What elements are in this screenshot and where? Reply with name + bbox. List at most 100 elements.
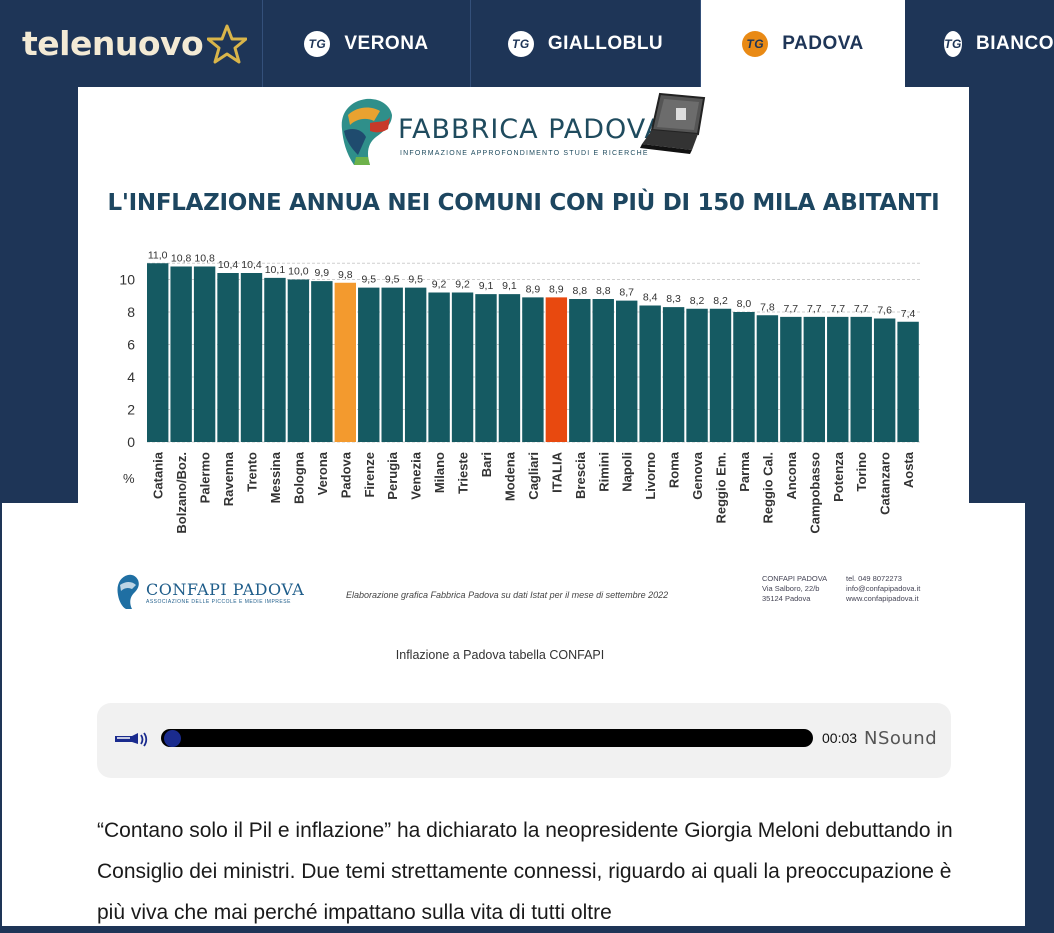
confapi-logo: CONFAPI PADOVA ASSOCIAZIONE DELLE PICCOL… bbox=[114, 572, 304, 612]
contact-name: CONFAPI PADOVA bbox=[762, 574, 828, 583]
audio-progress-track[interactable] bbox=[161, 729, 813, 747]
bar-value-label: 9,2 bbox=[455, 279, 470, 291]
audio-player: 00:03 NSound bbox=[97, 703, 951, 778]
bar-verona bbox=[311, 281, 333, 442]
bar-value-label: 8,4 bbox=[643, 292, 658, 304]
bar-value-label: 9,1 bbox=[502, 280, 517, 292]
bar-value-label: 8,9 bbox=[526, 283, 541, 295]
bar-value-label: 9,9 bbox=[315, 267, 330, 279]
x-category-label: Potenza bbox=[831, 451, 846, 502]
x-category-label: Bari bbox=[479, 452, 494, 477]
top-navigation: telenuovo TG VERONA TG GIALLOBLU TG PADO… bbox=[0, 0, 1054, 87]
x-category-label: Bologna bbox=[291, 451, 306, 504]
logo-text: telenuovo bbox=[22, 24, 204, 63]
x-category-label: Verona bbox=[315, 451, 330, 495]
nsound-brand[interactable]: NSound bbox=[864, 728, 938, 749]
x-category-label: Rimini bbox=[596, 452, 611, 492]
x-category-label: Torino bbox=[854, 452, 869, 492]
bar-catania bbox=[147, 263, 169, 442]
tab-label: PADOVA bbox=[782, 32, 864, 54]
tg-icon: TG bbox=[742, 30, 769, 57]
bar-rimini bbox=[592, 299, 614, 442]
y-tick-label: 8 bbox=[127, 304, 135, 320]
bar-potenza bbox=[827, 316, 849, 442]
x-category-label: Venezia bbox=[409, 451, 424, 499]
contact-city: 35124 Padova bbox=[762, 594, 811, 603]
bar-genova bbox=[686, 308, 708, 442]
bar-value-label: 10,4 bbox=[218, 259, 239, 271]
x-category-label: Trento bbox=[245, 452, 260, 492]
tab-verona[interactable]: TG VERONA bbox=[263, 0, 471, 87]
tab-gialloblu[interactable]: TG GIALLOBLU bbox=[471, 0, 701, 87]
x-category-label: Catania bbox=[151, 451, 166, 499]
bar-bolzano-boz- bbox=[170, 266, 192, 442]
bar-napoli bbox=[616, 300, 638, 442]
x-category-label: Bolzano/Boz. bbox=[174, 452, 189, 534]
bar-ancona bbox=[780, 316, 802, 442]
bar-value-label: 10,1 bbox=[265, 264, 286, 276]
chart-title: L'INFLAZIONE ANNUA NEI COMUNI CON PIÙ DI… bbox=[107, 190, 940, 216]
y-tick-label: 10 bbox=[119, 272, 135, 288]
bar-value-label: 8,7 bbox=[619, 287, 634, 299]
x-category-label: Parma bbox=[737, 451, 752, 492]
bar-parma bbox=[733, 312, 755, 442]
confapi-subtitle: ASSOCIAZIONE DELLE PICCOLE E MEDIE IMPRE… bbox=[146, 598, 291, 605]
audio-progress-handle[interactable] bbox=[164, 730, 181, 747]
bar-perugia bbox=[381, 287, 403, 442]
x-category-label: Ancona bbox=[784, 451, 799, 499]
bar-palermo bbox=[193, 266, 216, 442]
x-category-label: Modena bbox=[502, 451, 517, 501]
bar-campobasso bbox=[803, 316, 825, 442]
y-tick-label: 2 bbox=[127, 402, 135, 418]
speaker-icon[interactable] bbox=[114, 730, 148, 750]
bar-value-label: 7,7 bbox=[784, 303, 799, 315]
bar-value-label: 10,8 bbox=[194, 253, 215, 265]
tab-padova[interactable]: TG PADOVA bbox=[701, 0, 905, 87]
x-category-label: Genova bbox=[690, 451, 705, 499]
tg-icon: TG bbox=[304, 30, 331, 57]
x-category-label: Campobasso bbox=[807, 452, 822, 534]
bar-brescia bbox=[569, 299, 591, 442]
chart-credit: Elaborazione grafica Fabbrica Padova su … bbox=[346, 590, 669, 600]
y-tick-label: 0 bbox=[127, 434, 135, 450]
x-category-label: Roma bbox=[667, 451, 682, 488]
contact-web: www.confapipadova.it bbox=[846, 594, 919, 603]
bar-bologna bbox=[287, 279, 310, 442]
contact-address: CONFAPI PADOVA Via Salboro, 22/b 35124 P… bbox=[762, 574, 827, 604]
bar-value-label: 9,5 bbox=[361, 274, 376, 286]
bar-value-label: 11,0 bbox=[148, 249, 168, 261]
bar-firenze bbox=[358, 287, 380, 442]
bar-value-label: 9,5 bbox=[385, 274, 400, 286]
bar-value-label: 7,4 bbox=[901, 308, 916, 320]
tab-label: VERONA bbox=[344, 32, 429, 54]
site-logo[interactable]: telenuovo bbox=[0, 0, 263, 87]
bar-value-label: 8,9 bbox=[549, 283, 564, 295]
y-tick-label: 4 bbox=[127, 369, 135, 385]
bar-padova bbox=[334, 282, 356, 442]
bar-value-label: 7,7 bbox=[830, 303, 845, 315]
tab-bianco[interactable]: TG BIANCO bbox=[906, 0, 1054, 87]
brand-subtitle: INFORMAZIONE APPROFONDIMENTO STUDI E RIC… bbox=[400, 150, 649, 157]
image-caption: Inflazione a Padova tabella CONFAPI bbox=[395, 648, 605, 662]
contact-email: info@confapipadova.it bbox=[846, 584, 921, 593]
bar-value-label: 8,2 bbox=[713, 295, 728, 307]
contact-details: tel. 049 8072273 info@confapipadova.it w… bbox=[846, 574, 920, 604]
bar-italia bbox=[545, 297, 568, 442]
x-category-label: Napoli bbox=[620, 452, 635, 492]
bar-catanzaro bbox=[873, 318, 896, 442]
bar-aosta bbox=[897, 321, 919, 442]
article-image: FABBRICA PADOVA INFORMAZIONE APPROFONDIM… bbox=[78, 87, 969, 627]
bar-value-label: 7,8 bbox=[760, 301, 775, 313]
inflation-bar-chart: 0 2 4 6 8 10% 11,0 Catania 10,8 Bolzano/Boz. 10,8 P… bbox=[119, 249, 921, 534]
lion-icon bbox=[341, 98, 392, 165]
tg-icon: TG bbox=[944, 30, 963, 57]
x-category-label: Brescia bbox=[573, 451, 588, 499]
audio-time: 00:03 bbox=[822, 730, 858, 746]
bar-value-label: 7,7 bbox=[807, 303, 822, 315]
bar-value-label: 8,8 bbox=[596, 285, 611, 297]
bar-value-label: 7,6 bbox=[877, 305, 892, 317]
x-category-label: Catanzaro bbox=[878, 452, 893, 515]
bar-livorno bbox=[639, 305, 661, 442]
x-category-label: Reggio Cal. bbox=[760, 452, 775, 524]
bar-value-label: 10,8 bbox=[171, 253, 192, 265]
